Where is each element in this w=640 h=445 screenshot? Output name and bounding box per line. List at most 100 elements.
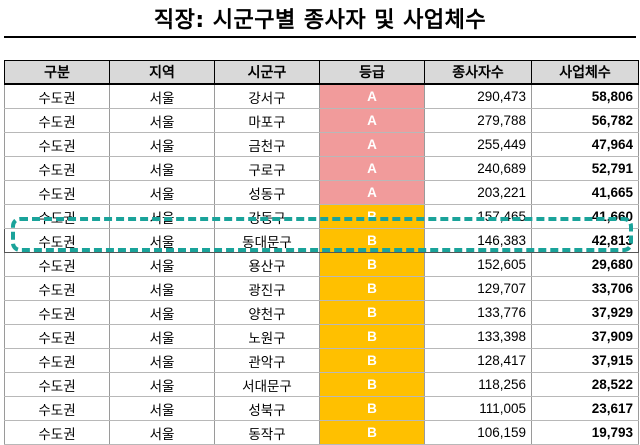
cell-area[interactable]: 서울	[109, 156, 215, 181]
table-row[interactable]: 수도권 서울 구로구 A 240,689 52,791	[4, 156, 639, 181]
cell-workers[interactable]: 157,465	[424, 204, 532, 229]
cell-area[interactable]: 서울	[109, 84, 215, 109]
cell-region[interactable]: 수도권	[4, 276, 110, 301]
cell-workers[interactable]: 111,005	[424, 396, 532, 421]
header-region[interactable]: 구분	[4, 60, 110, 85]
cell-area[interactable]: 서울	[109, 132, 215, 157]
cell-grade[interactable]: B	[319, 348, 425, 373]
cell-region[interactable]: 수도권	[4, 156, 110, 181]
cell-businesses[interactable]: 37,915	[531, 348, 639, 373]
cell-region[interactable]: 수도권	[4, 396, 110, 421]
cell-district[interactable]: 금천구	[214, 132, 320, 157]
cell-businesses[interactable]: 29,680	[531, 252, 639, 277]
cell-region[interactable]: 수도권	[4, 228, 110, 253]
cell-area[interactable]: 서울	[109, 204, 215, 229]
cell-businesses[interactable]: 37,909	[531, 324, 639, 349]
cell-workers[interactable]: 240,689	[424, 156, 532, 181]
cell-district[interactable]: 구로구	[214, 156, 320, 181]
cell-workers[interactable]: 290,473	[424, 84, 532, 109]
cell-district[interactable]: 용산구	[214, 252, 320, 277]
cell-district[interactable]: 동대문구	[214, 228, 320, 253]
cell-grade[interactable]: B	[319, 300, 425, 325]
cell-workers[interactable]: 279,788	[424, 108, 532, 133]
header-businesses[interactable]: 사업체수	[531, 60, 639, 85]
cell-grade[interactable]: A	[319, 108, 425, 133]
cell-workers[interactable]: 203,221	[424, 180, 532, 205]
cell-region[interactable]: 수도권	[4, 132, 110, 157]
cell-grade[interactable]: A	[319, 132, 425, 157]
cell-grade[interactable]: B	[319, 396, 425, 421]
cell-region[interactable]: 수도권	[4, 348, 110, 373]
cell-businesses[interactable]: 56,782	[531, 108, 639, 133]
cell-area[interactable]: 서울	[109, 300, 215, 325]
cell-businesses[interactable]: 42,813	[531, 228, 639, 253]
cell-businesses[interactable]: 41,660	[531, 204, 639, 229]
header-district[interactable]: 시군구	[214, 60, 320, 85]
cell-region[interactable]: 수도권	[4, 252, 110, 277]
cell-workers[interactable]: 255,449	[424, 132, 532, 157]
header-area[interactable]: 지역	[109, 60, 215, 85]
table-row[interactable]: 수도권 서울 양천구 B 133,776 37,929	[4, 300, 639, 325]
cell-area[interactable]: 서울	[109, 372, 215, 397]
cell-district[interactable]: 양천구	[214, 300, 320, 325]
cell-region[interactable]: 수도권	[4, 84, 110, 109]
cell-area[interactable]: 서울	[109, 180, 215, 205]
cell-region[interactable]: 수도권	[4, 324, 110, 349]
cell-region[interactable]: 수도권	[4, 300, 110, 325]
cell-businesses[interactable]: 41,665	[531, 180, 639, 205]
cell-region[interactable]: 수도권	[4, 108, 110, 133]
table-row[interactable]: 수도권 서울 마포구 A 279,788 56,782	[4, 108, 639, 133]
cell-businesses[interactable]: 37,929	[531, 300, 639, 325]
cell-area[interactable]: 서울	[109, 324, 215, 349]
cell-workers[interactable]: 129,707	[424, 276, 532, 301]
table-row[interactable]: 수도권 서울 동대문구 B 146,383 42,813	[4, 228, 639, 253]
cell-workers[interactable]: 146,383	[424, 228, 532, 253]
cell-district[interactable]: 서대문구	[214, 372, 320, 397]
cell-region[interactable]: 수도권	[4, 204, 110, 229]
cell-businesses[interactable]: 28,522	[531, 372, 639, 397]
cell-region[interactable]: 수도권	[4, 180, 110, 205]
cell-area[interactable]: 서울	[109, 348, 215, 373]
cell-district[interactable]: 관악구	[214, 348, 320, 373]
cell-businesses[interactable]: 58,806	[531, 84, 639, 109]
cell-district[interactable]: 노원구	[214, 324, 320, 349]
cell-grade[interactable]: B	[319, 324, 425, 349]
cell-workers[interactable]: 152,605	[424, 252, 532, 277]
cell-district[interactable]: 강서구	[214, 84, 320, 109]
table-row[interactable]: 수도권 서울 금천구 A 255,449 47,964	[4, 132, 639, 157]
cell-businesses[interactable]: 33,706	[531, 276, 639, 301]
cell-grade[interactable]: B	[319, 252, 425, 277]
cell-workers[interactable]: 133,398	[424, 324, 532, 349]
cell-workers[interactable]: 118,256	[424, 372, 532, 397]
cell-district[interactable]: 성동구	[214, 180, 320, 205]
cell-grade[interactable]: A	[319, 156, 425, 181]
cell-district[interactable]: 성북구	[214, 396, 320, 421]
cell-district[interactable]: 마포구	[214, 108, 320, 133]
cell-grade[interactable]: A	[319, 180, 425, 205]
table-row[interactable]: 수도권 서울 강동구 B 157,465 41,660	[4, 204, 639, 229]
table-row[interactable]: 수도권 서울 성북구 B 111,005 23,617	[4, 396, 639, 421]
cell-area[interactable]: 서울	[109, 396, 215, 421]
cell-area[interactable]: 서울	[109, 108, 215, 133]
cell-businesses[interactable]: 47,964	[531, 132, 639, 157]
cell-businesses[interactable]: 23,617	[531, 396, 639, 421]
cell-grade[interactable]: B	[319, 276, 425, 301]
cell-grade[interactable]: A	[319, 84, 425, 109]
cell-workers[interactable]: 133,776	[424, 300, 532, 325]
table-row[interactable]: 수도권 서울 서대문구 B 118,256 28,522	[4, 372, 639, 397]
cell-grade[interactable]: B	[319, 204, 425, 229]
table-row[interactable]: 수도권 서울 광진구 B 129,707 33,706	[4, 276, 639, 301]
cell-area[interactable]: 서울	[109, 276, 215, 301]
cell-grade[interactable]: B	[319, 372, 425, 397]
header-workers[interactable]: 종사자수	[424, 60, 532, 85]
cell-district[interactable]: 강동구	[214, 204, 320, 229]
cell-grade[interactable]: B	[319, 228, 425, 253]
table-row[interactable]: 수도권 서울 성동구 A 203,221 41,665	[4, 180, 639, 205]
cell-region[interactable]: 수도권	[4, 372, 110, 397]
cell-workers[interactable]: 128,417	[424, 348, 532, 373]
table-row[interactable]: 수도권 서울 노원구 B 133,398 37,909	[4, 324, 639, 349]
cell-district[interactable]: 광진구	[214, 276, 320, 301]
cell-businesses[interactable]: 52,791	[531, 156, 639, 181]
table-row[interactable]: 수도권 서울 강서구 A 290,473 58,806	[4, 84, 639, 109]
cell-area[interactable]: 서울	[109, 228, 215, 253]
